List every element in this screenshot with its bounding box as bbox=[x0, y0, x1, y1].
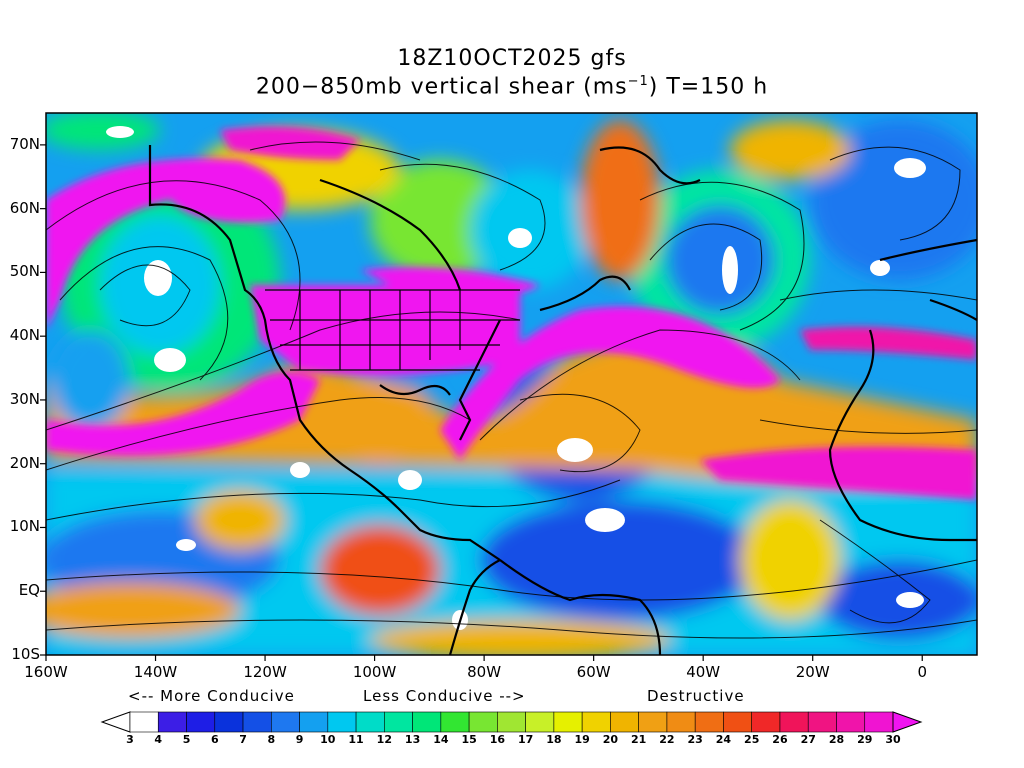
colorbar-swatch bbox=[327, 711, 357, 733]
latitude-label: 30N bbox=[9, 389, 40, 408]
chart-subtitle: 200−850mb vertical shear (ms−1) T=150 h bbox=[0, 74, 1024, 99]
colorbar-level-label: 9 bbox=[295, 733, 304, 746]
longitude-label: 140W bbox=[133, 663, 178, 681]
destructive-label: Destructive bbox=[647, 687, 745, 705]
colorbar-swatch bbox=[242, 711, 272, 733]
streamlines bbox=[46, 141, 977, 639]
subtitle-prefix: 200−850mb vertical shear (ms bbox=[255, 74, 628, 100]
colorbar-swatch bbox=[525, 711, 555, 733]
colorbar-level-label: 19 bbox=[574, 733, 590, 746]
colorbar-swatch bbox=[553, 711, 583, 733]
colorbar-swatch bbox=[384, 711, 413, 733]
longitude-label: 100W bbox=[352, 663, 397, 681]
colorbar-level-label: 15 bbox=[461, 733, 477, 746]
colorbar-swatch bbox=[497, 711, 526, 733]
colorbar-level-label: 18 bbox=[546, 733, 562, 746]
colorbar-swatch bbox=[299, 711, 329, 733]
colorbar-swatch bbox=[610, 711, 639, 733]
colorbar-swatch bbox=[666, 711, 696, 733]
longitude-label: 160W bbox=[24, 663, 68, 681]
colorbar-level-label: 24 bbox=[715, 733, 732, 746]
colorbar-level-label: 10 bbox=[320, 733, 336, 746]
colorbar-swatch bbox=[270, 711, 300, 733]
colorbar-swatch bbox=[807, 711, 837, 733]
colorbar-level-label: 25 bbox=[744, 733, 760, 746]
latitude-label: 10S bbox=[11, 645, 40, 663]
colorbar-level-label: 3 bbox=[126, 733, 134, 746]
less-conducive-label: Less Conducive --> bbox=[363, 687, 526, 705]
colorbar-swatch bbox=[836, 711, 866, 733]
colorbar-swatch bbox=[779, 711, 809, 733]
colorbar-swatch bbox=[581, 711, 611, 733]
colorbar-swatch bbox=[355, 711, 385, 733]
colorbar-level-label: 30 bbox=[885, 733, 901, 746]
colorbar-level-label: 26 bbox=[772, 733, 788, 746]
colorbar-swatch bbox=[440, 711, 470, 733]
latitude-label: EQ bbox=[18, 581, 40, 600]
subtitle-unit-exponent: −1 bbox=[627, 74, 649, 89]
colorbar-overflow-triangle bbox=[892, 711, 923, 733]
colorbar-underflow-triangle bbox=[100, 711, 131, 733]
colorbar-swatch bbox=[694, 711, 724, 733]
colorbar-level-label: 14 bbox=[433, 733, 449, 746]
colorbar-level-label: 28 bbox=[828, 733, 845, 746]
latitude-label: 50N bbox=[9, 262, 40, 281]
colorbar-level-label: 8 bbox=[267, 733, 276, 746]
chart-title: 18Z10OCT2025 gfs bbox=[397, 46, 627, 71]
colorbar-level-label: 20 bbox=[602, 733, 619, 746]
colorbar-level-label: 22 bbox=[659, 733, 675, 746]
colorbar-swatch bbox=[412, 711, 442, 733]
shear-field bbox=[46, 113, 977, 655]
colorbar-level-label: 6 bbox=[210, 733, 219, 746]
latitude-label: 70N bbox=[9, 134, 40, 153]
longitude-label: 120W bbox=[243, 663, 287, 681]
colorbar-swatch bbox=[751, 711, 781, 733]
colorbar-level-label: 16 bbox=[489, 733, 506, 746]
longitude-label: 60W bbox=[576, 663, 611, 681]
colorbar-level-label: 21 bbox=[631, 733, 647, 746]
colorbar-swatch bbox=[129, 711, 159, 733]
more-conducive-label: <-- More Conducive bbox=[128, 687, 295, 705]
colorbar-swatch bbox=[186, 711, 216, 733]
colorbar-level-label: 17 bbox=[517, 733, 534, 746]
colorbar bbox=[100, 711, 923, 733]
latitude-label: 10N bbox=[9, 517, 40, 536]
latitude-label: 20N bbox=[9, 453, 40, 472]
colorbar-level-label: 5 bbox=[182, 733, 191, 746]
colorbar-swatch bbox=[864, 711, 894, 733]
colorbar-swatch bbox=[723, 711, 753, 733]
colorbar-level-label: 11 bbox=[348, 733, 364, 746]
colorbar-swatch bbox=[214, 711, 244, 733]
colorbar-level-label: 4 bbox=[154, 733, 163, 746]
colorbar-level-label: 7 bbox=[239, 733, 247, 746]
axis-ticks bbox=[40, 144, 923, 661]
latitude-label: 40N bbox=[9, 326, 40, 345]
coastlines bbox=[148, 145, 977, 655]
subtitle-suffix: ) T=150 h bbox=[648, 74, 769, 100]
colorbar-swatch bbox=[157, 711, 187, 733]
colorbar-swatch bbox=[468, 711, 498, 733]
colorbar-level-label: 27 bbox=[800, 733, 816, 746]
longitude-label: 40W bbox=[686, 663, 721, 681]
colorbar-level-label: 13 bbox=[404, 733, 421, 746]
latitude-label: 60N bbox=[9, 198, 40, 217]
map-frame bbox=[45, 112, 978, 656]
longitude-label: 0 bbox=[917, 663, 927, 681]
longitude-label: 80W bbox=[467, 663, 502, 681]
colorbar-swatch bbox=[638, 711, 668, 733]
colorbar-level-label: 12 bbox=[376, 733, 392, 746]
colorbar-level-label: 23 bbox=[687, 733, 703, 746]
longitude-label: 20W bbox=[795, 663, 830, 681]
state-borders bbox=[265, 289, 520, 371]
colorbar-level-label: 29 bbox=[857, 733, 873, 746]
